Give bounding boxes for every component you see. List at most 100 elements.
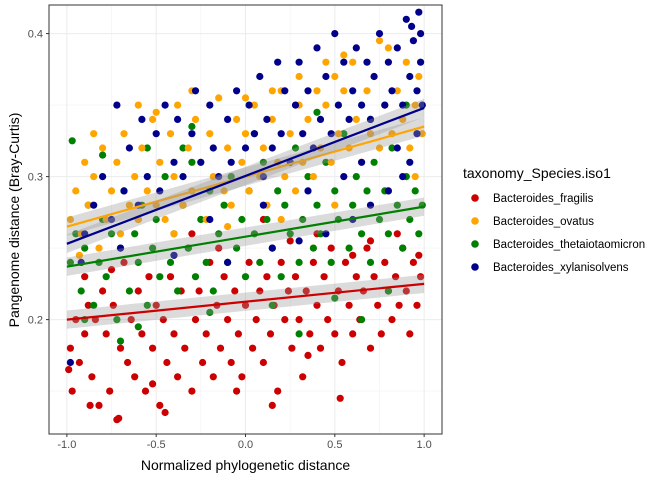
- data-point: [322, 58, 330, 66]
- data-point: [375, 144, 384, 152]
- data-point: [370, 273, 378, 281]
- data-point: [322, 72, 330, 81]
- legend-title: taxonomy_Species.iso1: [463, 165, 611, 181]
- data-point: [241, 130, 250, 138]
- data-point: [363, 58, 371, 66]
- data-point: [143, 187, 151, 195]
- data-point: [179, 173, 187, 181]
- data-point: [170, 251, 178, 259]
- data-point: [116, 337, 125, 345]
- data-point: [191, 273, 200, 281]
- data-point: [184, 144, 192, 152]
- data-point: [331, 330, 339, 338]
- data-point: [179, 201, 187, 209]
- data-point: [233, 244, 241, 252]
- data-point: [324, 316, 332, 324]
- data-point: [143, 173, 151, 181]
- data-point: [366, 201, 375, 209]
- data-point: [415, 72, 423, 81]
- data-point: [138, 115, 146, 123]
- data-point: [188, 122, 196, 131]
- data-point: [366, 237, 375, 245]
- data-point: [66, 215, 74, 224]
- data-point: [259, 358, 267, 367]
- data-point: [156, 273, 164, 281]
- data-point: [102, 215, 110, 224]
- data-point: [388, 316, 396, 324]
- data-point: [90, 130, 98, 138]
- data-point: [413, 130, 421, 138]
- data-point: [81, 158, 89, 166]
- data-point: [268, 401, 276, 409]
- data-point: [159, 316, 167, 324]
- data-point: [206, 215, 214, 224]
- data-point: [304, 187, 312, 195]
- data-point: [393, 144, 401, 152]
- data-point: [107, 266, 116, 274]
- data-point: [174, 115, 182, 123]
- data-point: [299, 215, 307, 224]
- data-point: [99, 144, 107, 152]
- data-point: [309, 173, 317, 181]
- data-point: [116, 230, 125, 238]
- data-point: [152, 108, 160, 116]
- legend-label: Bacteroides_ovatus: [493, 216, 594, 228]
- data-point: [399, 173, 407, 181]
- data-point: [163, 358, 171, 367]
- trend-line: [66, 282, 425, 321]
- data-point: [143, 301, 151, 309]
- data-point: [134, 101, 142, 109]
- data-point: [331, 29, 339, 38]
- data-point: [149, 380, 157, 388]
- data-point: [206, 308, 214, 316]
- data-point: [116, 344, 125, 352]
- data-point: [116, 244, 125, 252]
- data-point: [241, 94, 250, 102]
- data-point: [415, 230, 423, 238]
- data-point: [331, 187, 339, 195]
- data-point: [345, 244, 353, 252]
- legend-label: Bacteroides_xylanisolvens: [493, 262, 629, 274]
- data-point: [90, 301, 98, 309]
- data-point: [274, 387, 282, 395]
- data-point: [250, 101, 258, 109]
- data-point: [166, 130, 175, 138]
- data-point: [277, 215, 285, 224]
- data-point: [316, 230, 325, 238]
- x-axis: -1.0 -0.5 0.0 0.5 1.0: [57, 434, 432, 451]
- data-point: [170, 330, 178, 338]
- data-point: [268, 87, 276, 95]
- data-point: [406, 72, 414, 81]
- data-point: [277, 258, 285, 266]
- data-point: [68, 387, 76, 395]
- data-point: [66, 258, 74, 266]
- data-point: [66, 344, 74, 352]
- data-point: [72, 187, 80, 195]
- legend-label: Bacteroides_fragilis: [493, 193, 594, 205]
- data-point: [209, 173, 217, 181]
- data-point: [206, 130, 214, 138]
- data-point: [268, 244, 276, 252]
- data-point: [152, 130, 160, 138]
- data-point: [152, 215, 160, 224]
- data-point: [302, 287, 310, 295]
- data-point: [152, 201, 160, 209]
- data-point: [125, 287, 133, 295]
- data-point: [170, 158, 178, 166]
- data-point: [206, 101, 214, 109]
- data-point: [234, 330, 242, 338]
- data-point: [90, 173, 98, 181]
- data-point: [215, 230, 223, 238]
- data-point: [238, 373, 246, 381]
- data-point: [231, 287, 239, 295]
- data-point: [363, 87, 371, 95]
- data-point: [227, 158, 235, 166]
- data-point: [75, 251, 83, 259]
- data-point: [81, 330, 89, 338]
- data-point: [191, 115, 200, 123]
- data-point: [145, 273, 153, 281]
- data-point: [358, 158, 366, 166]
- data-point: [263, 215, 271, 224]
- data-point: [327, 158, 335, 166]
